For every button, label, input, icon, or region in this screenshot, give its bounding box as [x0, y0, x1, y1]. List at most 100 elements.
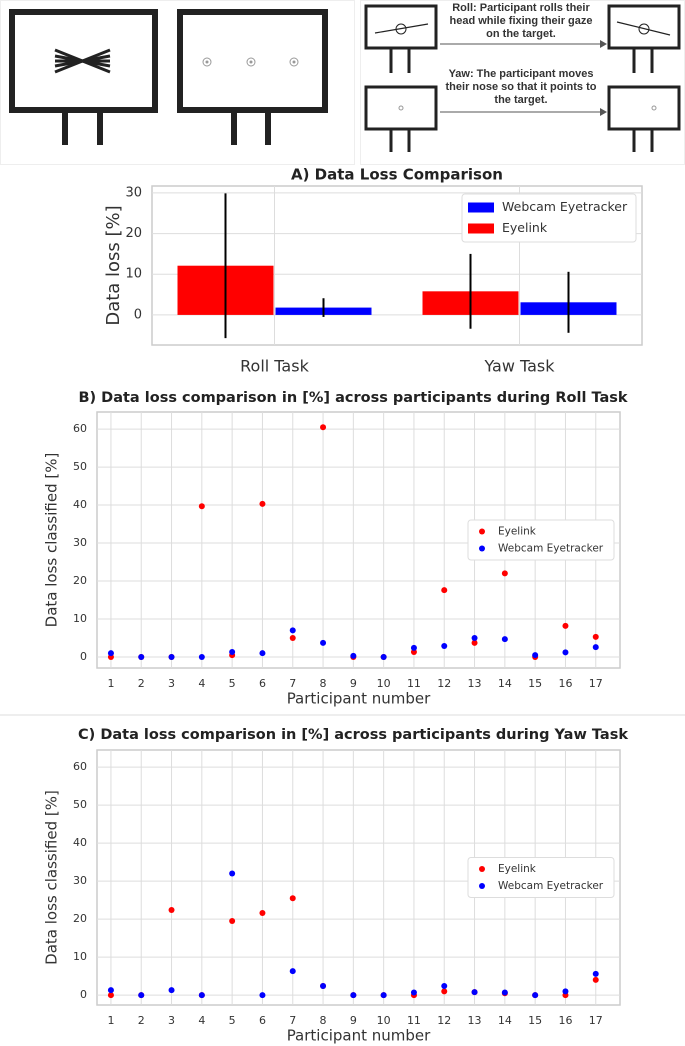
legend-swatch [479, 545, 485, 552]
x-tick-label: 11 [407, 1014, 421, 1027]
point [198, 653, 205, 660]
point [471, 634, 478, 641]
legend [467, 519, 615, 561]
point [320, 982, 327, 989]
point [380, 992, 387, 999]
point [501, 636, 508, 643]
y-axis-label: Data loss classified [%] [43, 453, 61, 628]
legend-label: Webcam Eyetracker [498, 880, 604, 892]
x-tick-label: 8 [320, 1014, 327, 1027]
y-tick-label: 60 [73, 422, 87, 435]
x-tick-label: Yaw Task [483, 357, 555, 376]
point [229, 870, 236, 877]
point [229, 649, 236, 656]
point [289, 968, 296, 975]
y-tick-label: 40 [73, 498, 87, 511]
x-tick-label: 2 [138, 677, 145, 690]
x-tick-label: 13 [468, 677, 482, 690]
x-tick-label: 15 [528, 1014, 542, 1027]
point [229, 918, 236, 925]
x-tick-label: 14 [498, 1014, 512, 1027]
point [320, 424, 327, 431]
x-tick-label: 3 [168, 1014, 175, 1027]
x-tick-label: 16 [558, 1014, 572, 1027]
y-tick-label: 60 [73, 760, 87, 773]
legend-swatch [468, 223, 494, 234]
point [410, 989, 417, 996]
x-tick-label: 17 [589, 677, 603, 690]
x-tick-label: 11 [407, 677, 421, 690]
x-tick-label: 8 [320, 677, 327, 690]
chart-title: B) Data loss comparison in [%] across pa… [78, 390, 627, 406]
legend-swatch [468, 202, 494, 213]
x-tick-label: 5 [229, 677, 236, 690]
x-tick-label: 2 [138, 1014, 145, 1027]
legend-label: Webcam Eyetracker [502, 199, 628, 214]
point [289, 634, 296, 641]
x-axis-label: Participant number [287, 1027, 431, 1045]
y-tick-label: 0 [80, 650, 87, 663]
x-tick-label: 10 [377, 677, 391, 690]
point [107, 992, 114, 999]
point [289, 627, 296, 634]
point [592, 633, 599, 640]
point [350, 992, 357, 999]
y-tick-label: 40 [73, 836, 87, 849]
x-tick-label: Roll Task [240, 357, 309, 376]
x-tick-label: 14 [498, 677, 512, 690]
x-tick-label: 12 [437, 1014, 451, 1027]
roll-note: Roll: Participant rolls their head while… [449, 2, 593, 40]
point [501, 989, 508, 996]
legend [467, 857, 615, 898]
point [107, 650, 114, 657]
point [410, 644, 417, 651]
x-tick-label: 1 [107, 677, 114, 690]
y-tick-label: 50 [73, 798, 87, 811]
point [320, 639, 327, 646]
y-tick-label: 10 [73, 950, 87, 963]
x-tick-label: 5 [229, 1014, 236, 1027]
x-tick-label: 7 [289, 1014, 296, 1027]
point [441, 982, 448, 989]
point [259, 650, 266, 657]
x-tick-label: 6 [259, 1014, 266, 1027]
point [259, 992, 266, 999]
point [350, 652, 357, 659]
point [138, 992, 145, 999]
point [562, 649, 569, 656]
legend-label: Webcam Eyetracker [498, 543, 604, 555]
chart-title: A) Data Loss Comparison [291, 166, 503, 184]
y-axis-label: Data loss [%] [103, 205, 124, 325]
point [501, 570, 508, 577]
y-tick-label: 0 [80, 988, 87, 1001]
x-tick-label: 1 [107, 1014, 114, 1027]
point [138, 653, 145, 660]
x-tick-label: 13 [468, 1014, 482, 1027]
x-tick-label: 4 [198, 677, 205, 690]
point [532, 992, 539, 999]
x-tick-label: 3 [168, 677, 175, 690]
point [471, 989, 478, 996]
y-tick-label: 20 [125, 226, 142, 241]
point [168, 987, 175, 994]
y-tick-label: 0 [134, 307, 142, 322]
legend [461, 193, 637, 243]
point [441, 988, 448, 995]
point [441, 587, 448, 594]
x-axis-label: Participant number [287, 690, 431, 708]
point [168, 653, 175, 660]
point [259, 500, 266, 507]
point [441, 642, 448, 649]
point [562, 988, 569, 995]
x-tick-label: 9 [350, 1014, 357, 1027]
point [562, 622, 569, 629]
x-tick-label: 7 [289, 677, 296, 690]
x-tick-label: 12 [437, 677, 451, 690]
y-tick-label: 20 [73, 912, 87, 925]
point [410, 649, 417, 656]
y-tick-label: 10 [125, 267, 142, 282]
point [289, 895, 296, 902]
legend-label: Eyelink [498, 526, 537, 538]
